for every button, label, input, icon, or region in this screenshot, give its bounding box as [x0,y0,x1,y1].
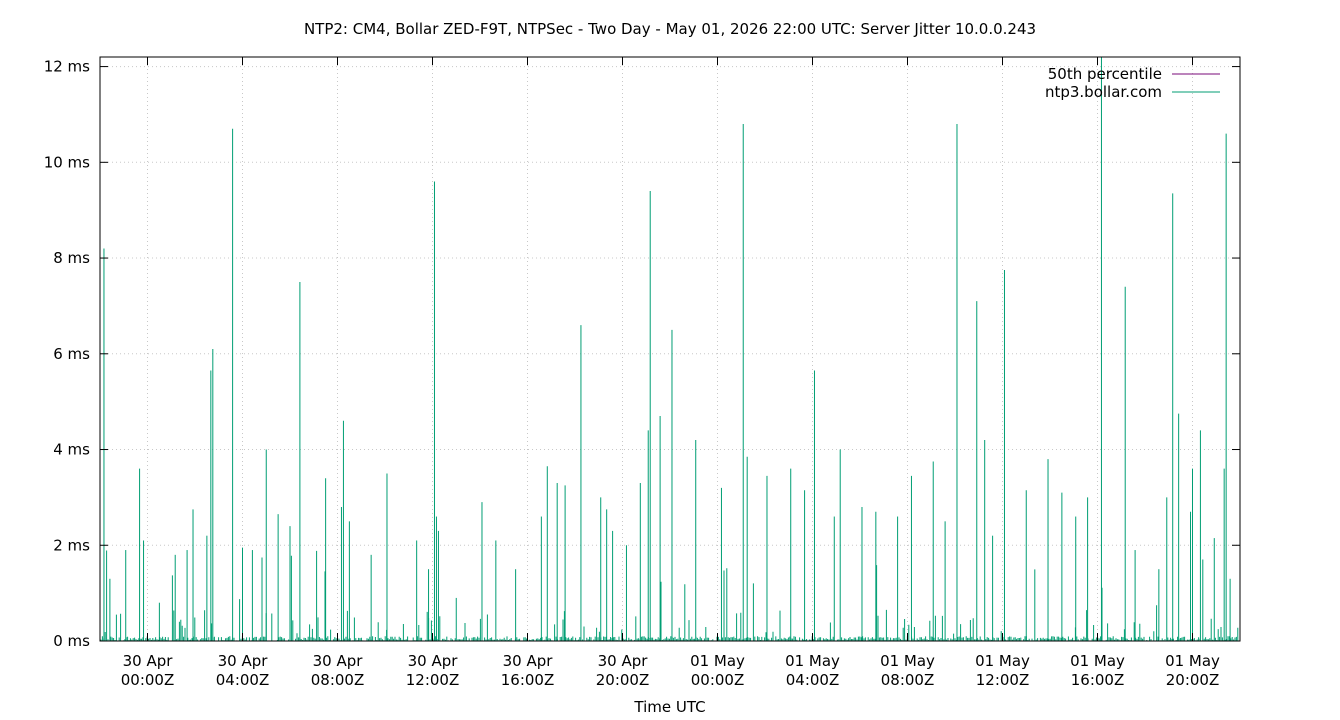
x-tick-label-time: 04:00Z [216,671,270,689]
y-tick-label: 10 ms [44,153,90,171]
x-tick-label-time: 00:00Z [691,671,745,689]
y-tick-label: 0 ms [53,632,90,650]
series-ntp3-noise [100,550,1239,641]
x-tick-label-date: 01 May [690,652,745,670]
x-tick-label-time: 04:00Z [786,671,840,689]
y-tick-label: 2 ms [53,536,90,554]
x-tick-label-time: 16:00Z [1071,671,1125,689]
x-tick-label-time: 20:00Z [596,671,650,689]
y-tick-label: 4 ms [53,441,90,459]
legend-label-ntp3: ntp3.bollar.com [1045,83,1162,101]
x-tick-label-time: 20:00Z [1166,671,1220,689]
x-tick-label-date: 30 Apr [313,652,364,670]
x-tick-label-date: 01 May [975,652,1030,670]
x-tick-label-date: 01 May [880,652,935,670]
chart-title: NTP2: CM4, Bollar ZED-F9T, NTPSec - Two … [304,20,1036,38]
x-tick-label-time: 16:00Z [501,671,555,689]
y-tick-label: 8 ms [53,249,90,267]
x-tick-label-time: 08:00Z [311,671,365,689]
legend-label-50th-percentile: 50th percentile [1048,65,1162,83]
plot-series [100,57,1239,641]
x-tick-label-date: 30 Apr [123,652,174,670]
x-tick-label-time: 00:00Z [121,671,175,689]
x-tick-label-date: 30 Apr [598,652,649,670]
x-tick-label-date: 01 May [785,652,840,670]
x-axis-label: Time UTC [633,698,705,716]
x-tick-label-date: 30 Apr [408,652,459,670]
legend: 50th percentile ntp3.bollar.com [1045,65,1220,101]
x-tick-label-time: 12:00Z [976,671,1030,689]
grid-lines [100,57,1240,641]
plot-frame [99,56,1241,642]
x-tick-label-time: 08:00Z [881,671,935,689]
x-tick-label-date: 30 Apr [218,652,269,670]
y-tick-label: 6 ms [53,345,90,363]
x-tick-label-date: 30 Apr [503,652,554,670]
x-tick-label-date: 01 May [1165,652,1220,670]
y-tick-label: 12 ms [44,58,90,76]
x-tick-label-date: 01 May [1070,652,1125,670]
y-axis-ticks: 0 ms 2 ms 4 ms 6 ms 8 ms 10 ms 12 ms [44,58,1240,650]
x-tick-label-time: 12:00Z [406,671,460,689]
